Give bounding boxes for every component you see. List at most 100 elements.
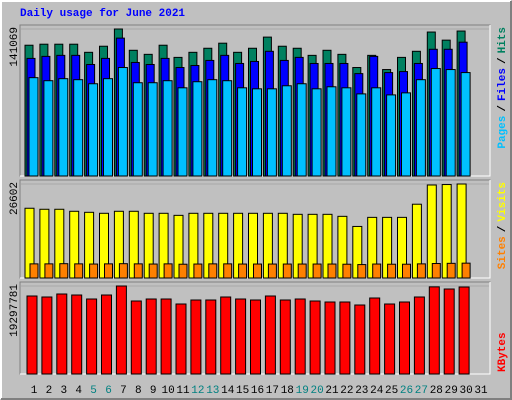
x-tick-label: 19 bbox=[296, 385, 309, 397]
bar bbox=[279, 299, 291, 375]
bar bbox=[461, 262, 471, 279]
bar bbox=[356, 93, 367, 177]
bar bbox=[402, 263, 411, 279]
bar bbox=[205, 299, 217, 375]
y-tick-label: 141069 bbox=[9, 27, 21, 67]
bar bbox=[235, 298, 247, 375]
bar bbox=[309, 300, 321, 375]
bar bbox=[253, 263, 262, 279]
bar bbox=[460, 72, 471, 177]
x-tick-label: 1 bbox=[31, 385, 38, 397]
legend-entry: Pages bbox=[497, 116, 509, 149]
bar bbox=[342, 263, 352, 279]
bar bbox=[208, 263, 218, 279]
bar bbox=[458, 286, 470, 375]
bar bbox=[339, 301, 351, 375]
bar bbox=[71, 294, 83, 375]
bar bbox=[223, 263, 233, 279]
x-tick-label: 21 bbox=[325, 385, 339, 397]
x-tick-label: 9 bbox=[150, 385, 157, 397]
legend-entry: Visits bbox=[497, 182, 509, 222]
legend-separator: / bbox=[497, 225, 509, 232]
legend: Sites / Visits bbox=[497, 182, 509, 269]
bar bbox=[386, 94, 397, 177]
bar bbox=[399, 301, 410, 375]
bar bbox=[312, 263, 322, 279]
x-tick-label: 22 bbox=[340, 385, 353, 397]
bar bbox=[147, 82, 158, 177]
x-tick-label: 4 bbox=[75, 385, 82, 397]
x-tick-label: 15 bbox=[236, 385, 249, 397]
bar bbox=[341, 87, 352, 177]
bar bbox=[41, 296, 53, 375]
bar bbox=[384, 303, 396, 375]
bar bbox=[387, 263, 397, 279]
bar bbox=[443, 288, 455, 375]
bar bbox=[207, 79, 218, 177]
bar bbox=[162, 80, 173, 177]
x-tick-label: 26 bbox=[400, 385, 413, 397]
bar bbox=[237, 87, 248, 177]
bar bbox=[104, 263, 113, 279]
bar bbox=[193, 263, 203, 279]
bar bbox=[89, 263, 99, 279]
x-tick-label: 5 bbox=[90, 385, 97, 397]
x-tick-label: 24 bbox=[370, 385, 384, 397]
bar bbox=[29, 263, 39, 279]
bar bbox=[220, 296, 232, 375]
bar bbox=[178, 263, 188, 279]
legend-entry: KBytes bbox=[497, 332, 509, 372]
bar bbox=[446, 262, 456, 279]
bar bbox=[372, 263, 382, 279]
bar bbox=[311, 88, 322, 177]
bar bbox=[416, 263, 426, 279]
x-tick-label: 12 bbox=[191, 385, 204, 397]
x-tick-label: 16 bbox=[251, 385, 264, 397]
x-tick-label: 2 bbox=[46, 385, 53, 397]
x-tick-label: 11 bbox=[176, 385, 190, 397]
x-tick-label: 3 bbox=[60, 385, 67, 397]
bar bbox=[130, 300, 142, 375]
x-tick-label: 30 bbox=[459, 385, 472, 397]
bar bbox=[371, 87, 382, 177]
x-tick-label: 17 bbox=[266, 385, 279, 397]
bar bbox=[431, 263, 441, 279]
x-tick-label: 29 bbox=[445, 385, 458, 397]
bar bbox=[177, 87, 188, 177]
x-tick-label: 6 bbox=[105, 385, 112, 397]
x-tick-label: 13 bbox=[206, 385, 219, 397]
x-tick-label: 8 bbox=[135, 385, 142, 397]
chart-title: Daily usage for June 2021 bbox=[20, 8, 185, 20]
bar bbox=[326, 86, 337, 177]
x-tick-label: 18 bbox=[281, 385, 294, 397]
x-tick-label: 28 bbox=[430, 385, 443, 397]
bar bbox=[294, 298, 306, 375]
bar bbox=[73, 79, 84, 177]
x-tick-label: 31 bbox=[474, 385, 488, 397]
x-tick-label: 10 bbox=[161, 385, 174, 397]
bar bbox=[401, 92, 411, 177]
bar bbox=[327, 263, 337, 279]
bar bbox=[297, 263, 307, 279]
bar bbox=[28, 77, 39, 177]
bar bbox=[103, 78, 113, 177]
bar bbox=[145, 298, 157, 375]
x-tick-label: 20 bbox=[310, 385, 323, 397]
legend-separator: / bbox=[497, 105, 509, 112]
bar bbox=[58, 78, 69, 177]
bar bbox=[282, 263, 292, 279]
bar bbox=[222, 80, 233, 177]
bar bbox=[115, 285, 127, 375]
x-tick-label: 23 bbox=[355, 385, 368, 397]
bar bbox=[264, 295, 276, 375]
bar bbox=[324, 301, 336, 375]
bar bbox=[281, 85, 292, 177]
x-tick-label: 25 bbox=[385, 385, 398, 397]
legend: Pages / Files / Hits bbox=[497, 27, 509, 149]
bar bbox=[369, 297, 381, 375]
x-tick-label: 14 bbox=[221, 385, 235, 397]
bar bbox=[415, 79, 426, 177]
